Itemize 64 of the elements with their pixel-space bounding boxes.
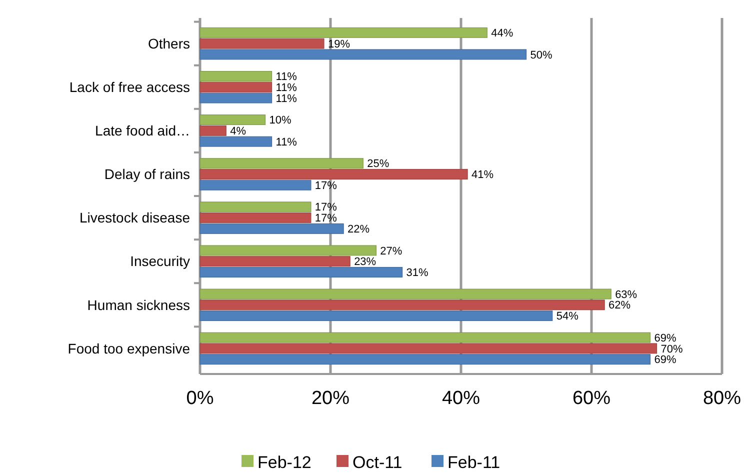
data-label: 44% <box>491 28 514 40</box>
data-label: 17% <box>314 202 338 214</box>
data-label: 22% <box>348 224 370 236</box>
data-label: 62% <box>608 300 631 312</box>
bar <box>200 354 651 365</box>
y-tick-label: Others <box>148 35 190 52</box>
bar <box>200 136 272 147</box>
data-label: 31% <box>406 267 429 280</box>
y-tick-label: Delay of rains <box>104 166 190 182</box>
data-label: 4% <box>230 126 246 138</box>
bar <box>200 202 312 212</box>
data-label: 11% <box>276 71 298 84</box>
x-tick-label: 0% <box>186 388 214 409</box>
bar <box>200 343 658 354</box>
data-label: 19% <box>328 38 350 50</box>
y-tick-label: Food too expensive <box>68 340 190 356</box>
bar <box>200 180 312 190</box>
bar <box>200 332 651 343</box>
y-tick-label: Lack of free access <box>69 79 190 96</box>
bar <box>200 256 350 267</box>
data-label: 69% <box>654 332 676 344</box>
legend-label: Feb-11 <box>448 452 500 472</box>
x-tick-label: 20% <box>311 388 350 409</box>
bar <box>200 92 272 104</box>
data-label: 11% <box>276 136 298 148</box>
data-label: 54% <box>556 310 579 323</box>
bar <box>200 27 488 38</box>
bar <box>200 125 226 136</box>
data-label: 23% <box>354 256 376 268</box>
bar <box>200 300 605 310</box>
bar <box>200 82 272 92</box>
legend-label: Oct-11 <box>352 452 402 472</box>
data-label: 25% <box>367 158 390 170</box>
bar <box>200 70 272 82</box>
x-tick-label: 40% <box>442 388 480 409</box>
legend-label: Feb-12 <box>258 452 312 472</box>
bar <box>200 288 612 300</box>
data-label: 63% <box>615 288 638 301</box>
bar <box>200 223 344 234</box>
bar <box>200 310 553 322</box>
y-tick-label: Livestock disease <box>79 210 190 226</box>
data-label: 10% <box>269 114 292 127</box>
y-tick-label: Insecurity <box>130 253 190 270</box>
data-label: 27% <box>380 245 402 258</box>
bar <box>200 168 468 180</box>
data-label: 70% <box>660 343 683 356</box>
bar <box>200 38 324 49</box>
bar <box>200 212 312 224</box>
data-label: 17% <box>314 212 338 225</box>
data-label: 11% <box>276 82 298 94</box>
data-label: 50% <box>530 49 552 62</box>
bar <box>200 158 364 169</box>
bar <box>200 245 376 256</box>
data-label: 69% <box>654 354 676 366</box>
data-label: 17% <box>314 180 338 192</box>
y-tick-label: Human sickness <box>87 296 190 313</box>
x-tick-label: 80% <box>702 388 742 409</box>
bar <box>200 266 403 278</box>
x-tick-label: 60% <box>572 388 611 409</box>
data-label: 41% <box>472 169 494 182</box>
bar <box>200 49 527 60</box>
data-label: 11% <box>276 92 298 105</box>
y-tick-label: Late food aid… <box>95 122 190 139</box>
bar <box>200 114 266 126</box>
